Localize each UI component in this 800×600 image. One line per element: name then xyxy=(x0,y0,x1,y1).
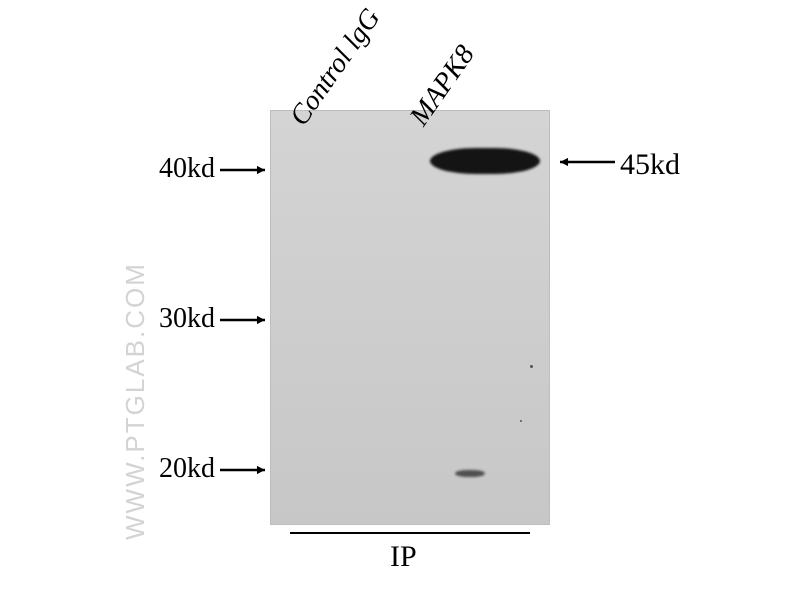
marker-label-0: 40kd xyxy=(159,153,215,185)
ip-label: IP xyxy=(390,540,417,574)
target-band-label: 45kd xyxy=(620,148,680,182)
ip-underline xyxy=(290,532,530,534)
target-band-arrow xyxy=(550,152,625,172)
blot-membrane xyxy=(270,110,550,525)
band-mapk8 xyxy=(455,470,485,477)
noise-speck xyxy=(530,365,533,368)
marker-arrow-1 xyxy=(210,310,275,330)
marker-label-2: 20kd xyxy=(159,453,215,485)
marker-arrow-0 xyxy=(210,160,275,180)
western-blot-figure: WWW.PTGLAB.COM Control lgGMAPK8 40kd30kd… xyxy=(0,0,800,600)
marker-arrow-2 xyxy=(210,460,275,480)
band-mapk8 xyxy=(430,148,540,174)
marker-label-1: 30kd xyxy=(159,303,215,335)
noise-speck xyxy=(520,420,522,422)
watermark-text: WWW.PTGLAB.COM xyxy=(120,262,151,540)
